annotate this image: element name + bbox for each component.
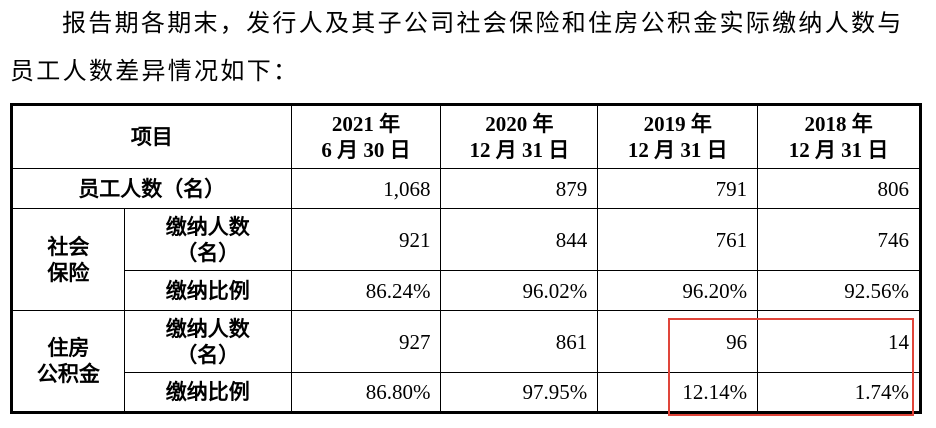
cell-value: 746 xyxy=(757,208,921,271)
header-line: 6 月 30 日 xyxy=(321,138,411,162)
highlight-box xyxy=(668,318,914,416)
label-line: 缴纳比例 xyxy=(165,278,250,303)
cell-value: 97.95% xyxy=(440,372,599,413)
group-line: 保险 xyxy=(47,260,90,285)
row-label: 缴纳比例 xyxy=(123,270,292,311)
header-line: 12 月 31 日 xyxy=(627,138,728,162)
cell-value: 86.80% xyxy=(290,372,442,413)
data-row: 缴纳比例 86.24% 96.02% 96.20% 92.56% xyxy=(12,270,921,311)
cell-value: 92.56% xyxy=(757,270,921,311)
cell-value: 791 xyxy=(597,168,759,209)
cell-value: 921 xyxy=(290,208,442,271)
cell-value: 96.02% xyxy=(440,270,599,311)
cell-value: 1,068 xyxy=(290,168,442,209)
header-line: 2021 年 xyxy=(331,112,401,136)
header-line: 12 月 31 日 xyxy=(788,138,889,162)
label-line: 缴纳人数 xyxy=(165,214,250,239)
cell-value: 761 xyxy=(597,208,759,271)
group-label: 社会 保险 xyxy=(11,208,125,311)
cell-value: 86.24% xyxy=(290,270,442,311)
cell-value: 12.14% xyxy=(597,372,759,413)
cell-value: 806 xyxy=(757,168,921,209)
group-line: 社会 xyxy=(47,234,90,259)
row-label: 缴纳人数 （名） xyxy=(123,310,292,373)
cell-value: 96 xyxy=(597,310,759,373)
header-line: 2018 年 xyxy=(804,112,873,136)
row-label: 缴纳比例 xyxy=(123,372,292,413)
label-line: （名） xyxy=(176,342,240,367)
header-line: 2020 年 xyxy=(485,112,554,136)
cell-value: 927 xyxy=(290,310,442,373)
label-line: 缴纳人数 xyxy=(165,316,250,341)
label-line: （名） xyxy=(176,240,240,265)
cell-value: 96.20% xyxy=(597,270,759,311)
group-line: 公积金 xyxy=(36,362,100,386)
row-label: 缴纳人数 （名） xyxy=(123,208,292,271)
group-line: 住房 xyxy=(47,336,90,360)
header-line: 2019 年 xyxy=(643,112,712,136)
cell-value: 1.74% xyxy=(757,372,921,413)
label-line: 缴纳比例 xyxy=(165,380,250,404)
cell-value: 861 xyxy=(440,310,599,373)
cell-value: 879 xyxy=(440,168,599,209)
header-period: 2018 年 12 月 31 日 xyxy=(757,104,921,169)
data-row: 员工人数（名） 1,068 879 791 806 xyxy=(11,168,921,209)
intro-text: 报告期各期末，发行人及其子公司社会保险和住房公积金实际缴纳人数与员工人数差异情况… xyxy=(10,11,904,85)
header-item: 项目 xyxy=(11,104,292,169)
data-row: 住房 公积金 缴纳人数 （名） 927 861 96 14 xyxy=(11,310,921,413)
header-period: 2020 年 12 月 31 日 xyxy=(440,104,599,169)
header-period: 2019 年 12 月 31 日 xyxy=(597,104,759,169)
cell-value: 844 xyxy=(440,208,599,271)
header-line: 12 月 31 日 xyxy=(469,138,570,162)
row-label: 员工人数（名） xyxy=(11,168,292,209)
group-label: 住房 公积金 xyxy=(11,310,125,413)
data-row: 缴纳比例 86.80% 97.95% 12.14% 1.74% xyxy=(12,372,921,413)
data-row: 社会 保险 缴纳人数 （名） 921 844 761 746 xyxy=(11,208,921,311)
